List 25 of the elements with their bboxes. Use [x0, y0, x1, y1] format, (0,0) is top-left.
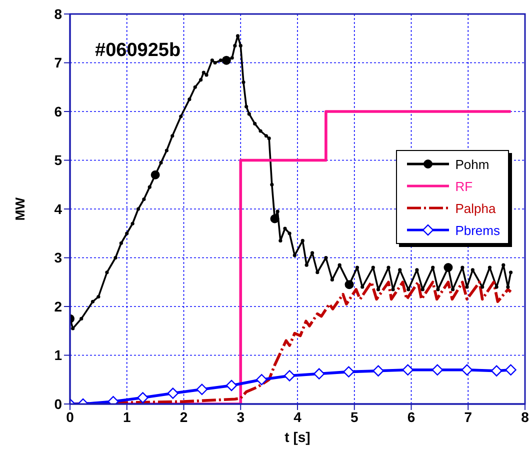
x-tick-label: 0 — [66, 408, 74, 425]
legend-label: Pohm — [455, 156, 490, 172]
x-tick-label: 8 — [521, 408, 529, 425]
x-tick-label: 6 — [407, 408, 416, 425]
y-tick-label: 2 — [54, 298, 62, 314]
legend-label: Palpha — [455, 200, 496, 216]
legend-label: Pbrems — [455, 222, 500, 238]
y-tick-label: 0 — [54, 396, 62, 412]
x-tick-label: 7 — [464, 408, 472, 425]
x-tick-label: 1 — [122, 408, 131, 425]
x-axis-title: t [s] — [284, 429, 310, 445]
legend-label: RF — [455, 178, 473, 194]
y-tick-label: 4 — [54, 200, 62, 217]
x-tick-label: 3 — [236, 408, 245, 425]
y-tick-label: 6 — [54, 103, 62, 120]
y-tick-label: 1 — [54, 347, 62, 364]
x-tick-label: 5 — [350, 408, 358, 425]
y-axis-title: MW — [12, 196, 28, 221]
y-tick-label: 3 — [54, 250, 62, 266]
x-tick-label: 2 — [180, 408, 188, 425]
y-tick-label: 8 — [54, 6, 62, 22]
y-tick-label: 5 — [54, 152, 62, 168]
x-tick-label: 4 — [294, 408, 302, 425]
y-tick-label: 7 — [54, 54, 62, 71]
text: #060925b — [95, 40, 181, 61]
